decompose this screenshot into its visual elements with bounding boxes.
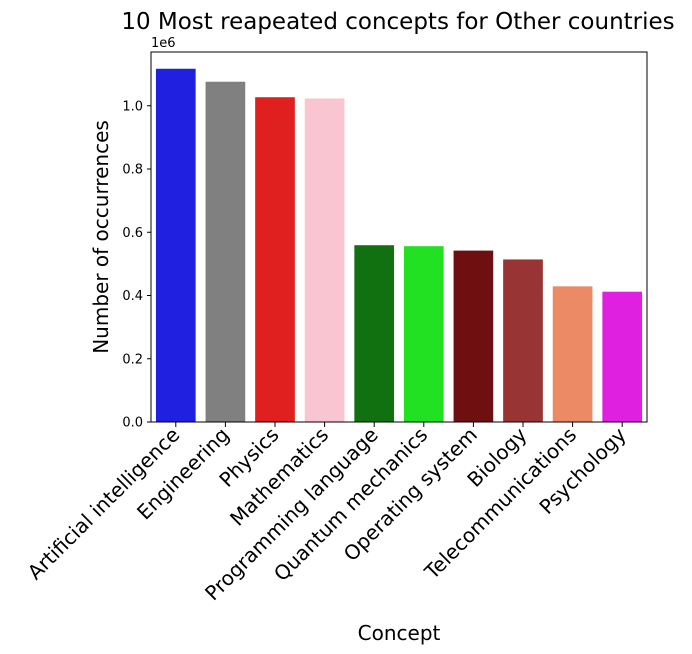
bar bbox=[453, 250, 494, 422]
y-tick-label: 0.4 bbox=[122, 289, 143, 304]
y-axis-label: Number of occurrences bbox=[89, 120, 113, 354]
y-tick-label: 0.6 bbox=[122, 226, 143, 241]
bar bbox=[255, 97, 295, 422]
bars bbox=[155, 68, 643, 422]
y-offset-text: 1e6 bbox=[151, 36, 176, 51]
chart-title: 10 Most reapeated concepts for Other cou… bbox=[121, 9, 674, 35]
x-axis-label: Concept bbox=[358, 621, 441, 645]
y-tick-label: 1.0 bbox=[122, 99, 143, 114]
x-axis-ticks: Artificial intelligenceEngineeringPhysic… bbox=[23, 422, 631, 605]
y-tick-label: 0.0 bbox=[122, 416, 143, 431]
y-axis-ticks: 0.0 0.2 0.4 0.6 0.8 1.0 bbox=[122, 99, 151, 431]
bar bbox=[552, 286, 593, 422]
plot-frame bbox=[150, 51, 648, 423]
bar bbox=[503, 259, 543, 422]
bar bbox=[354, 245, 395, 422]
bar bbox=[205, 81, 246, 422]
bar bbox=[602, 291, 643, 422]
bar bbox=[155, 68, 196, 422]
y-tick-label: 0.8 bbox=[122, 163, 143, 178]
bar bbox=[403, 246, 444, 422]
y-tick-label: 0.2 bbox=[122, 352, 143, 367]
bar bbox=[304, 98, 345, 422]
